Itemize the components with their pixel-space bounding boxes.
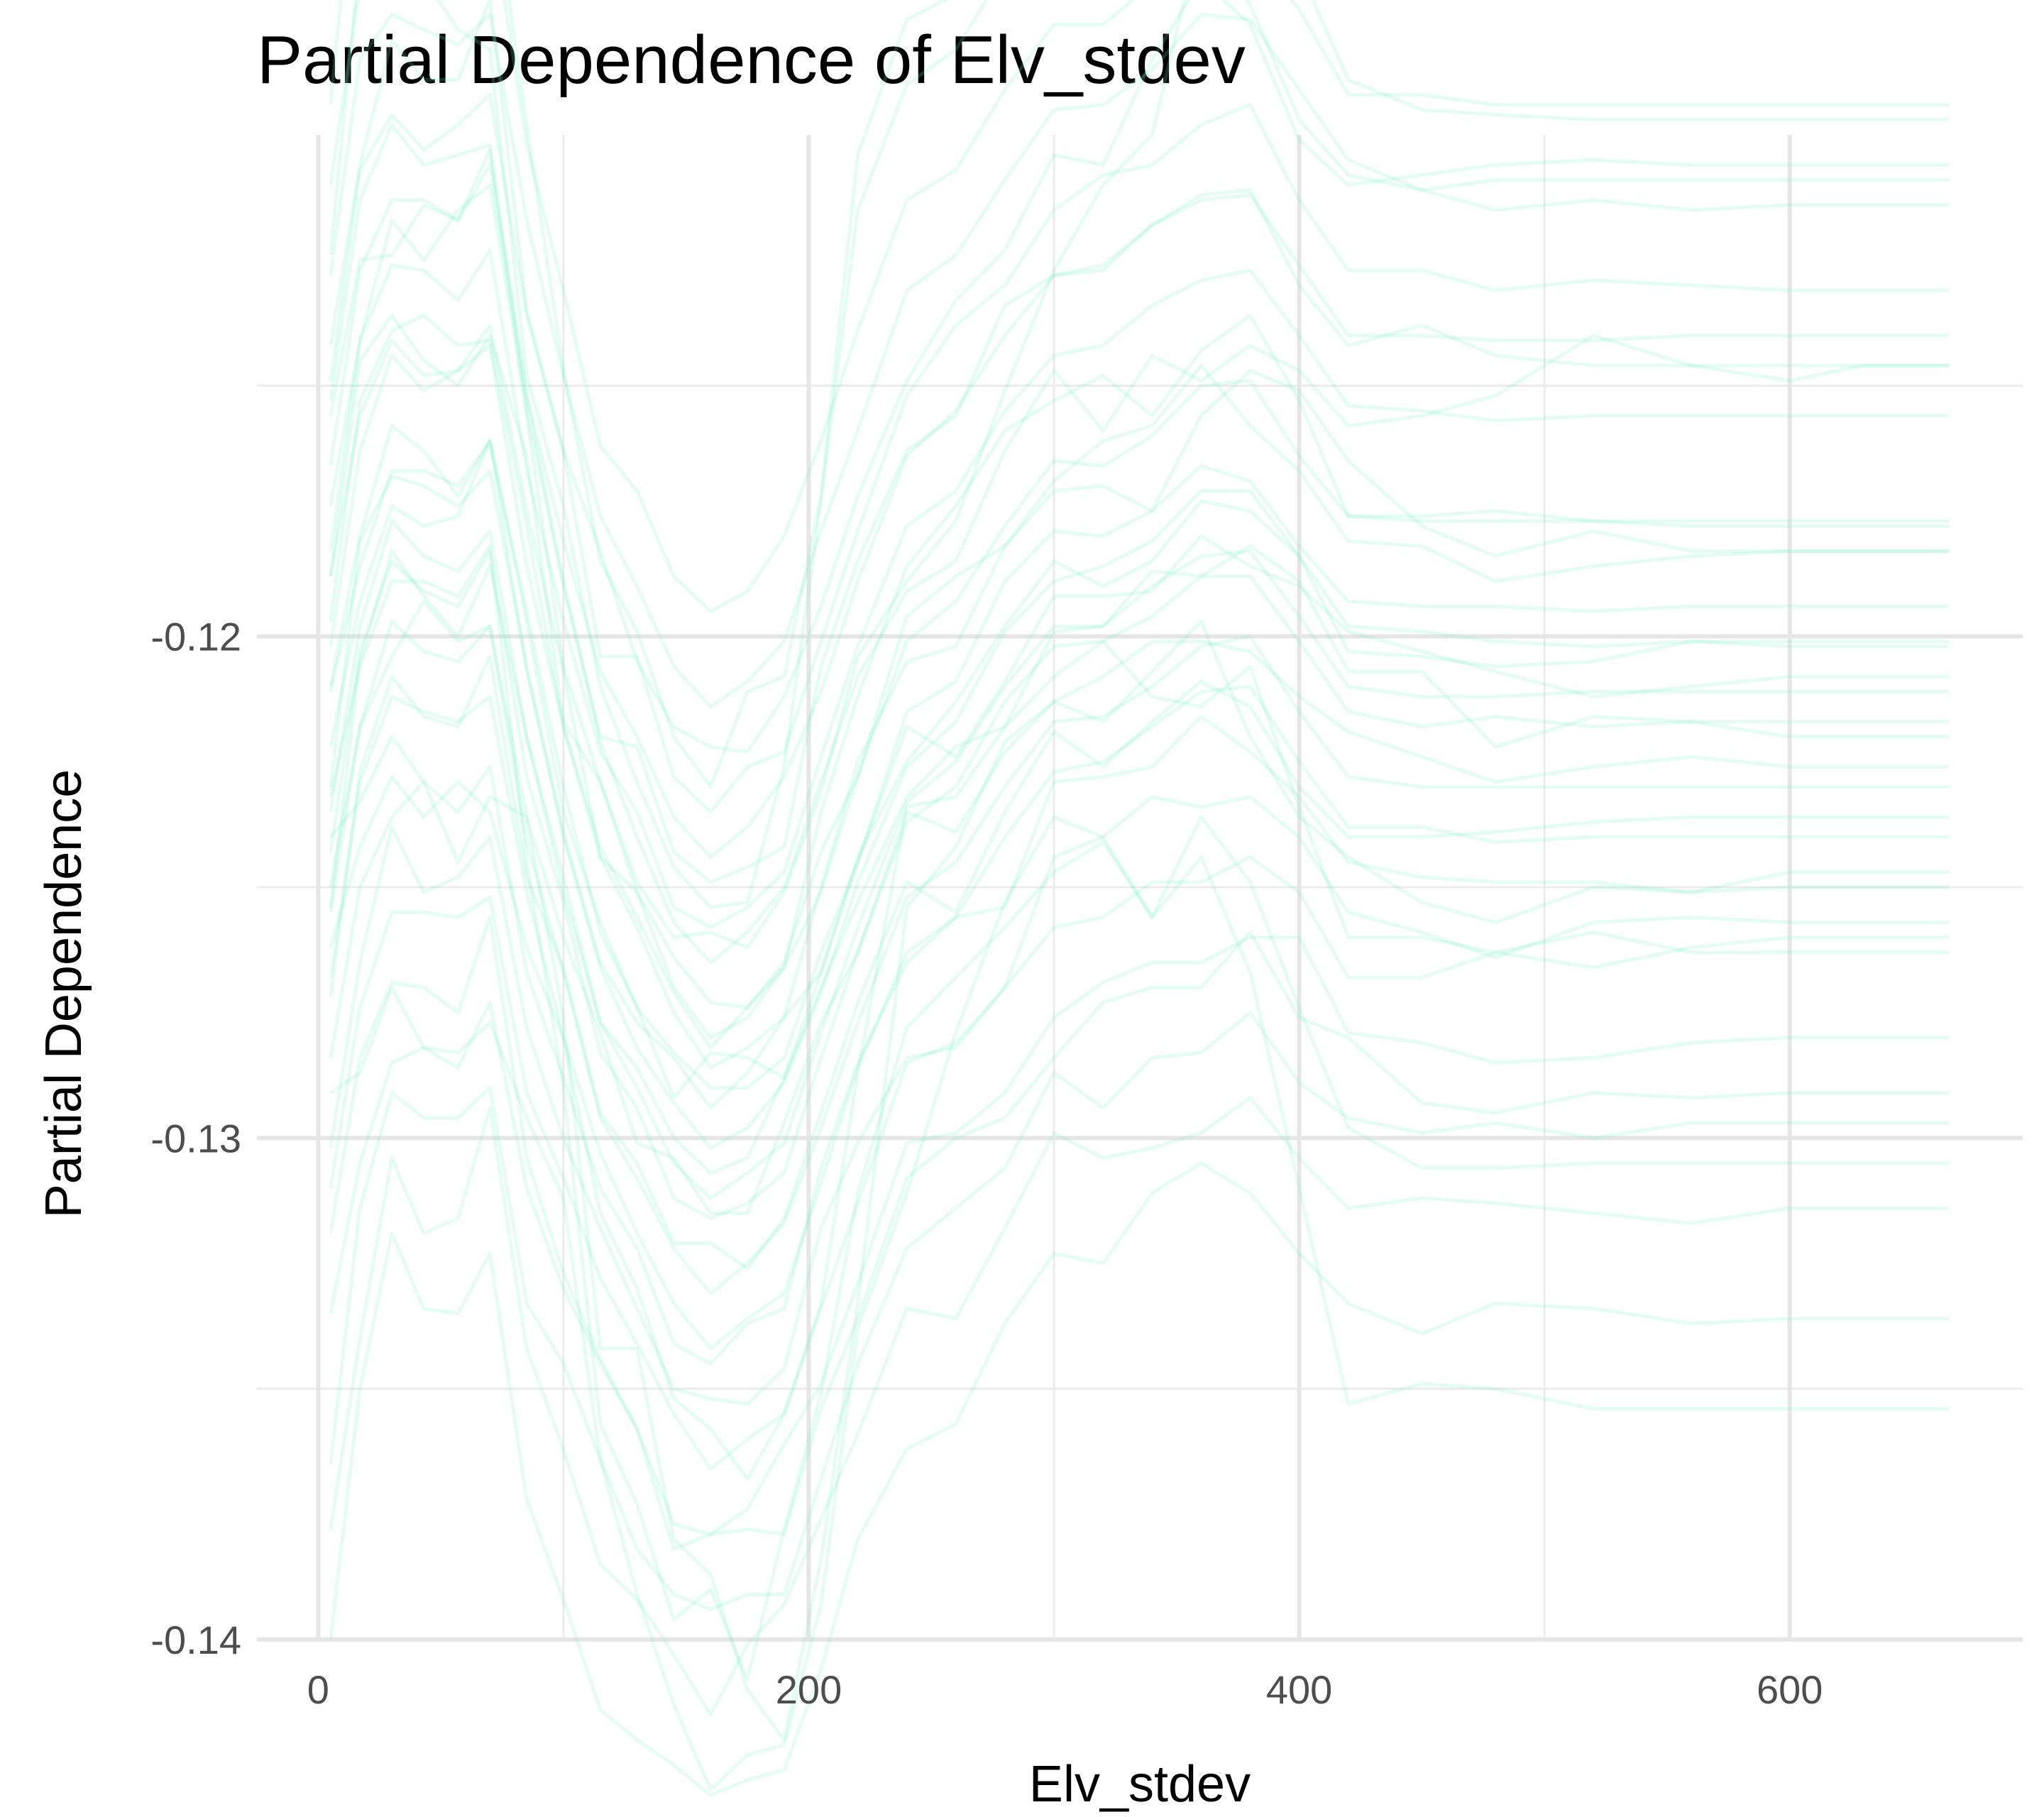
series-line xyxy=(329,248,1950,929)
series-line xyxy=(329,0,1950,909)
series-line xyxy=(329,654,1950,1270)
x-axis-tick-labels: 0 200 400 600 xyxy=(307,1667,1823,1712)
series-line xyxy=(329,931,1950,1552)
series-line xyxy=(329,544,1950,1175)
y-axis-tick-labels: -0.14 -0.13 -0.12 xyxy=(150,615,241,1662)
series-line xyxy=(329,915,1950,1537)
series-line xyxy=(329,93,1950,814)
series-line xyxy=(329,163,1950,860)
series-line xyxy=(329,0,1950,950)
series-line xyxy=(329,0,949,789)
series-line xyxy=(329,439,1950,1100)
series-line xyxy=(329,684,1950,1351)
series-line xyxy=(329,313,1950,1070)
x-tick-label: 0 xyxy=(307,1667,329,1712)
series-line xyxy=(329,715,1950,1366)
y-tick-label: -0.14 xyxy=(150,1618,241,1662)
x-tick-label: 400 xyxy=(1266,1667,1332,1712)
series-line xyxy=(329,795,1950,1406)
major-gridlines xyxy=(257,135,2023,1642)
series-line xyxy=(329,1161,1950,1797)
chart-title: Partial Dependence of Elv_stdev xyxy=(257,22,1246,98)
x-axis-title: Elv_stdev xyxy=(1029,1756,1251,1813)
series-line xyxy=(329,544,1950,1681)
series-lines xyxy=(329,0,1950,1797)
series-line xyxy=(329,123,1950,965)
series-line xyxy=(329,424,1950,1090)
series-line xyxy=(329,639,1950,1481)
series-line xyxy=(329,439,1950,1110)
minor-gridlines xyxy=(257,135,2023,1640)
series-line xyxy=(329,344,1950,1050)
y-axis-title: Partial Dependence xyxy=(35,769,92,1218)
series-line xyxy=(329,12,1950,709)
series-line xyxy=(329,549,1950,1220)
series-line xyxy=(329,815,1950,1792)
series-line xyxy=(329,183,1950,884)
series-line xyxy=(329,1096,1950,1717)
series-line xyxy=(329,0,1950,754)
series-line xyxy=(329,313,1950,1040)
y-tick-label: -0.13 xyxy=(150,1116,241,1160)
series-line xyxy=(329,469,1950,1150)
series-line xyxy=(329,0,1950,613)
series-line xyxy=(329,855,1950,1471)
x-tick-label: 600 xyxy=(1757,1667,1823,1712)
series-line xyxy=(329,620,1950,1742)
series-line xyxy=(329,1011,1950,1612)
series-line xyxy=(329,519,1950,1200)
series-line xyxy=(329,620,1950,1295)
series-line xyxy=(329,599,1950,1215)
y-tick-label: -0.12 xyxy=(150,615,241,659)
x-tick-label: 200 xyxy=(776,1667,842,1712)
series-line xyxy=(329,324,1950,1010)
